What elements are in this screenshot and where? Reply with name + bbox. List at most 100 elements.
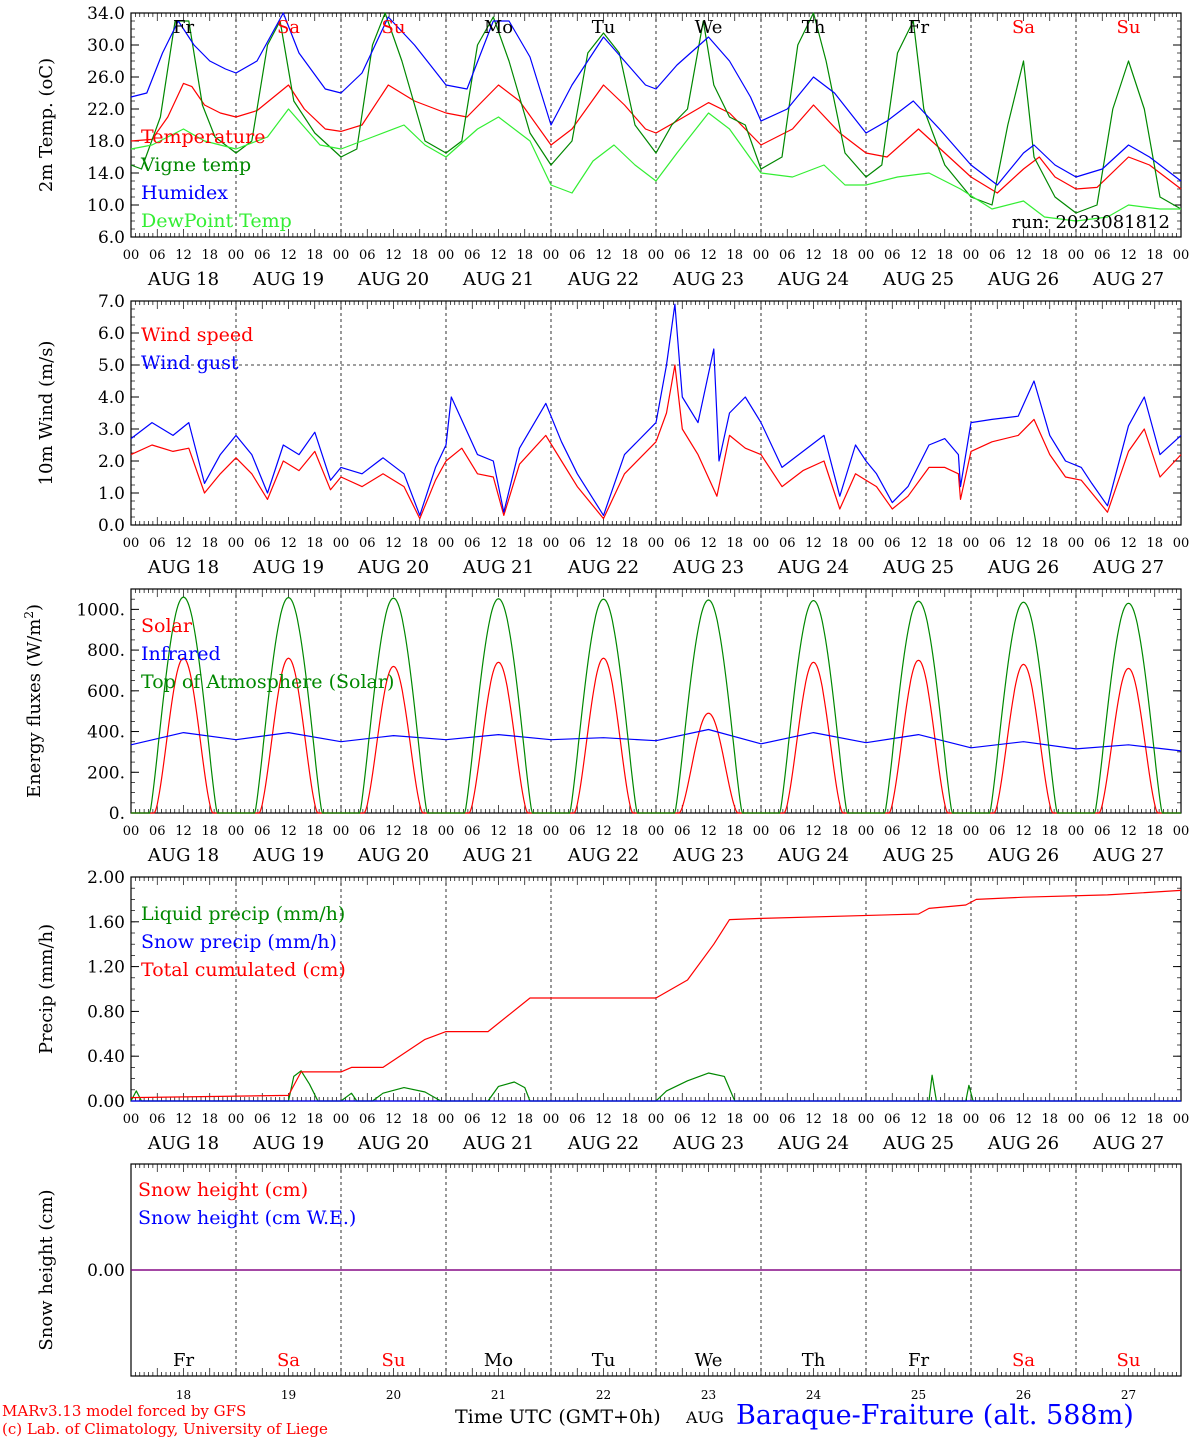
hour-label: 18 [201,536,218,551]
date-label: AUG 26 [987,1133,1059,1154]
hour-label: 00 [963,824,980,839]
hour-label: 06 [989,536,1006,551]
hour-label: 00 [228,536,245,551]
hour-label: 12 [805,824,822,839]
day-abbr-bottom: Fr [173,1350,194,1371]
hour-label: 00 [333,248,350,263]
date-label: AUG 27 [1092,269,1164,290]
date-label: AUG 20 [357,1133,429,1154]
hour-label: 18 [1146,248,1163,263]
y-axis-label: 10m Wind (m/s) [36,341,57,486]
day-abbr-top: Su [382,17,406,38]
hour-label: 18 [726,824,743,839]
date-label: AUG 22 [567,1133,639,1154]
hour-label: 00 [543,824,560,839]
hour-label: 00 [858,536,875,551]
hour-label: 06 [884,536,901,551]
hour-label: 00 [543,536,560,551]
legend-entry: Humidex [141,182,228,204]
hour-label: 00 [1173,536,1190,551]
y-tick-label: 34.0 [87,4,125,24]
hour-label: 06 [989,248,1006,263]
date-label: AUG 21 [462,1133,534,1154]
date-label: AUG 19 [252,269,324,290]
hour-label: 12 [490,824,507,839]
hour-label: 12 [280,824,297,839]
hour-label: 00 [438,824,455,839]
y-tick-label: 1.20 [87,958,125,978]
day-abbr-bottom: We [695,1350,723,1371]
hour-label: 12 [175,1112,192,1127]
hour-label: 00 [228,1112,245,1127]
date-label: AUG 24 [777,845,849,866]
hour-label: 06 [884,248,901,263]
hour-label: 06 [464,1112,481,1127]
hour-label: 12 [385,248,402,263]
hour-label: 00 [333,536,350,551]
y-tick-label: 600. [87,682,125,702]
hour-label: 06 [1094,248,1111,263]
legend-entry: Snow height (cm W.E.) [138,1207,356,1229]
y-tick-label: 22.0 [87,100,125,120]
hour-label: 18 [201,1112,218,1127]
date-label: AUG 20 [357,845,429,866]
day-abbr-top: Sa [277,17,300,38]
panel-4: 0.00 0.40 0.80 1.20 1.60 2.00 Precip (mm/h) 00 0… [36,868,1189,1154]
y-tick-label: 1.0 [98,484,125,504]
hour-label: 18 [516,248,533,263]
hour-label: 18 [1146,1112,1163,1127]
hour-label: 18 [411,824,428,839]
date-label: AUG 22 [567,845,639,866]
hour-label: 18 [516,824,533,839]
legend-entry: Wind gust [141,352,239,374]
hour-label: 12 [175,248,192,263]
hour-label: 12 [595,536,612,551]
hour-label: 18 [726,1112,743,1127]
hour-label: 18 [306,536,323,551]
hour-label: 00 [123,536,140,551]
legend-entry: DewPoint Temp [141,210,292,232]
hour-label: 18 [201,248,218,263]
day-number: 24 [806,1388,822,1402]
hour-label: 06 [674,824,691,839]
legend-entry: Infrared [141,643,221,665]
hour-label: 12 [910,248,927,263]
hour-label: 06 [569,1112,586,1127]
legend-entry: Snow height (cm) [138,1179,308,1201]
day-number: 27 [1121,1388,1136,1402]
y-axis-label: Snow height (cm) [36,1189,57,1350]
date-label: AUG 24 [777,557,849,578]
day-number: 23 [701,1388,716,1402]
day-abbr-top: Th [802,17,826,38]
hour-label: 00 [963,1112,980,1127]
hour-label: 18 [1146,824,1163,839]
hour-label: 00 [438,536,455,551]
hour-label: 12 [805,536,822,551]
day-number: 20 [386,1388,401,1402]
copyright-credit: (c) Lab. of Climatology, University of L… [2,1420,328,1438]
hour-label: 00 [123,1112,140,1127]
hour-label: 18 [831,1112,848,1127]
day-abbr-bottom: Su [1117,1350,1141,1371]
series-line-infrared [130,728,1182,752]
hour-label: 06 [149,248,166,263]
hour-label: 18 [411,1112,428,1127]
hour-label: 00 [1173,248,1190,263]
hour-label: 06 [779,1112,796,1127]
series-line-dewpoint-temp [130,108,1181,222]
day-abbr-bottom: Fr [908,1350,929,1371]
y-tick-label: 4.0 [98,388,125,408]
hour-label: 18 [411,536,428,551]
date-label: AUG 18 [147,269,219,290]
date-label: AUG 21 [462,269,534,290]
hour-label: 00 [543,248,560,263]
hour-label: 00 [1068,536,1085,551]
model-credit: MARv3.13 model forced by GFS [2,1402,247,1420]
hour-label: 12 [910,1112,927,1127]
panel-1: 6.0 10.0 14.0 18.0 22.0 26.0 30.0 34.0 2m Temp. … [36,4,1189,290]
hour-label: 18 [516,536,533,551]
hour-label: 12 [280,248,297,263]
hour-label: 06 [569,248,586,263]
hour-label: 12 [910,536,927,551]
hour-label: 12 [1120,536,1137,551]
